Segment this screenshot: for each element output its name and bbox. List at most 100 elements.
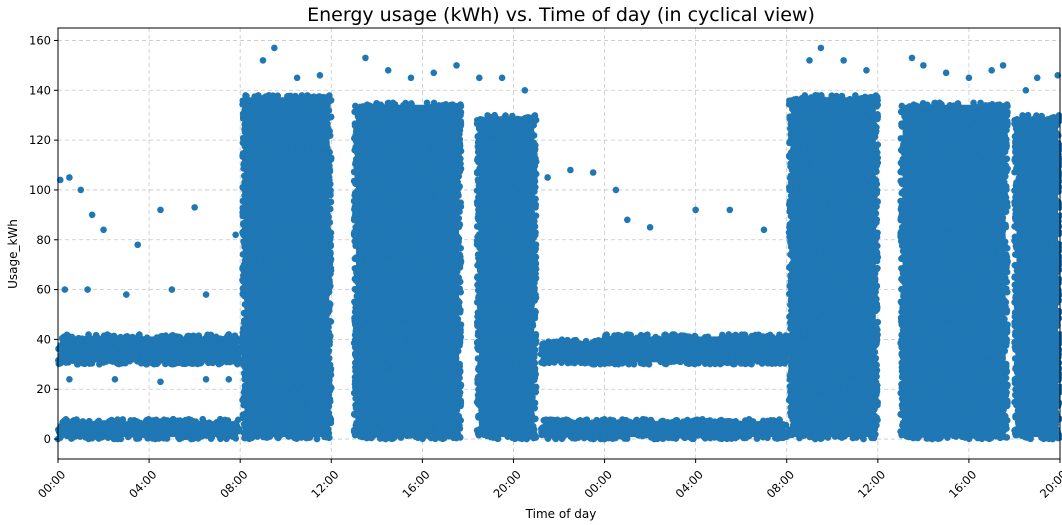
data-point: [263, 244, 271, 252]
data-point: [324, 348, 332, 356]
data-point: [310, 324, 317, 331]
data-point: [257, 227, 265, 234]
data-point: [304, 432, 312, 440]
data-point: [86, 429, 93, 437]
data-point: [140, 431, 148, 439]
data-point: [246, 384, 254, 392]
data-point: [262, 413, 269, 420]
data-point: [252, 321, 259, 329]
data-point: [292, 166, 300, 174]
data-point: [279, 163, 287, 171]
data-point: [269, 353, 276, 361]
data-point: [286, 280, 293, 288]
data-point: [315, 95, 322, 102]
data-point: [262, 173, 270, 181]
data-points: [54, 44, 1062, 443]
data-point: [272, 286, 280, 294]
data-point: [293, 396, 301, 404]
data-point: [318, 142, 326, 149]
data-point: [326, 127, 333, 135]
data-point: [108, 423, 116, 431]
data-point: [244, 355, 251, 363]
data-point: [240, 350, 248, 357]
data-point: [255, 284, 262, 292]
data-point: [261, 329, 268, 336]
data-point: [177, 422, 184, 430]
data-point: [243, 293, 251, 300]
data-point: [68, 435, 75, 442]
data-point: [250, 336, 257, 344]
data-point: [242, 116, 250, 124]
data-point: [326, 397, 333, 405]
data-point: [264, 142, 271, 150]
data-point: [257, 111, 265, 118]
data-point: [327, 187, 334, 194]
data-point: [240, 332, 247, 340]
data-point: [265, 295, 273, 302]
data-point: [62, 355, 69, 363]
data-point: [221, 419, 228, 426]
data-point: [266, 276, 274, 283]
data-point: [67, 347, 74, 354]
data-point: [251, 359, 258, 367]
data-point: [285, 235, 293, 243]
data-point: [293, 263, 300, 271]
data-point: [279, 280, 287, 287]
data-point: [271, 144, 279, 151]
data-point: [278, 136, 285, 143]
data-point: [279, 372, 286, 380]
data-point: [279, 256, 287, 264]
data-point: [308, 295, 316, 303]
data-point: [325, 331, 333, 339]
data-point: [245, 255, 253, 263]
data-point: [221, 430, 228, 437]
data-point: [322, 228, 330, 235]
data-point: [275, 392, 283, 399]
data-point: [119, 416, 126, 424]
data-point: [273, 185, 281, 193]
data-point: [298, 357, 305, 365]
data-point: [301, 419, 308, 427]
data-point: [318, 134, 326, 142]
data-point: [308, 240, 315, 248]
data-point: [109, 358, 116, 365]
data-point: [245, 150, 253, 157]
data-point: [286, 329, 293, 336]
data-point: [288, 301, 295, 309]
data-point: [282, 266, 290, 273]
data-point: [301, 195, 309, 203]
data-point: [287, 215, 295, 223]
data-point: [260, 272, 267, 279]
data-point: [243, 373, 251, 380]
data-point: [321, 359, 329, 367]
data-point: [270, 179, 277, 186]
data-point: [292, 92, 299, 100]
data-point: [204, 345, 212, 353]
data-point: [192, 351, 199, 358]
data-point: [287, 175, 294, 182]
data-point: [285, 336, 292, 344]
data-point: [326, 266, 334, 273]
data-point: [294, 275, 302, 282]
data-point: [282, 198, 290, 206]
data-point: [240, 251, 248, 258]
data-point: [288, 144, 296, 152]
data-point: [304, 408, 312, 415]
data-point: [316, 378, 324, 386]
data-point: [304, 364, 312, 372]
data-point: [302, 290, 309, 298]
data-point: [287, 287, 295, 295]
data-point: [240, 239, 248, 247]
data-point: [301, 132, 309, 139]
data-point: [278, 152, 286, 159]
data-point: [311, 270, 319, 277]
dense-band-1: [55, 331, 244, 368]
data-point: [249, 124, 257, 131]
data-point: [275, 320, 283, 328]
data-point: [121, 359, 129, 367]
data-point: [253, 299, 260, 306]
data-point: [286, 209, 294, 217]
data-point: [278, 294, 285, 301]
